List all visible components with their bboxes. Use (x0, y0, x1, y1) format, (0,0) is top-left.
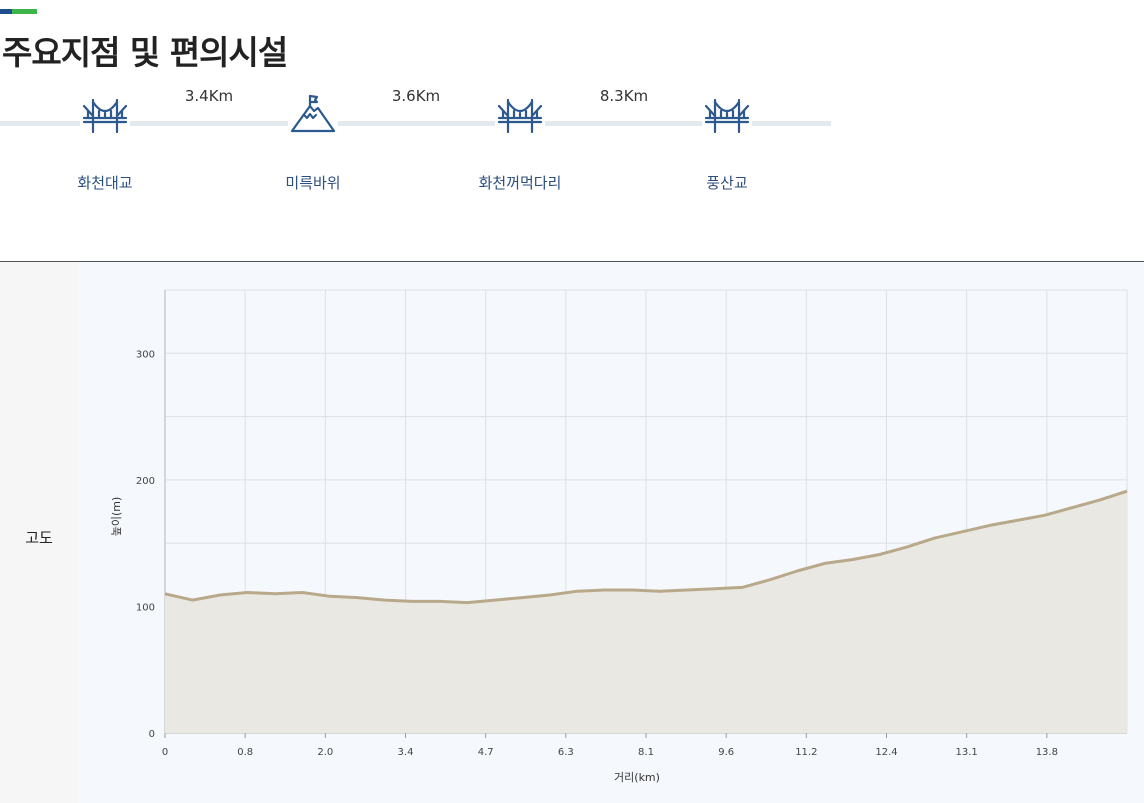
elevation-line (164, 489, 1128, 605)
stop-name-2[interactable]: 미륵바위 (285, 174, 341, 192)
accent-bar-green (12, 9, 37, 14)
y-axis-title: 높이(m) (110, 497, 123, 537)
y-tick-label: 100 (136, 602, 155, 613)
y-tick-label: 300 (136, 349, 155, 360)
bridge-icon-graphic (704, 98, 750, 134)
x-tick-label: 6.3 (558, 747, 574, 758)
x-tick-label: 9.6 (718, 747, 734, 758)
elevation-chart: 0 0.8 2.0 3.4 4.7 6.3 8.1 9.6 11.2 12.4 13.1 13.8 0 1… (110, 289, 1128, 784)
x-axis-title: 거리(km) (614, 771, 660, 784)
bridge-icon-graphic (82, 98, 128, 134)
route-line (0, 121, 831, 126)
x-tick-label: 13.1 (956, 747, 978, 758)
elevation-chart-area: 0 0.8 2.0 3.4 4.7 6.3 8.1 9.6 11.2 12.4 13.1 13.8 0 1… (78, 262, 1144, 803)
bridge-icon (80, 94, 130, 136)
side-panel (0, 262, 78, 803)
x-tick-label: 4.7 (478, 747, 494, 758)
distance-label-1: 3.4Km (184, 87, 234, 105)
section-accent-bar (0, 9, 37, 14)
section-title: 주요지점 및 편의시설 (2, 33, 288, 72)
x-tick-label: 3.4 (398, 747, 414, 758)
x-tick-label: 0.8 (237, 747, 253, 758)
accent-bar-blue (0, 9, 12, 14)
x-tick-label: 12.4 (875, 747, 897, 758)
elevation-area-fill (165, 491, 1127, 733)
x-tick-label: 0 (162, 747, 168, 758)
section-divider (0, 261, 1144, 262)
x-tick-label: 2.0 (317, 747, 333, 758)
x-tick-label: 11.2 (795, 747, 817, 758)
stop-name-4[interactable]: 풍산교 (706, 174, 748, 192)
mountain-flag-icon (288, 94, 338, 136)
distance-label-2: 3.6Km (391, 87, 441, 105)
stop-name-1[interactable]: 화천대교 (77, 174, 133, 192)
mountain-flag-icon-graphic (290, 94, 336, 133)
x-tick-label: 13.8 (1036, 747, 1058, 758)
bridge-icon (495, 94, 545, 136)
y-tick-label: 0 (149, 729, 155, 740)
bridge-icon (702, 94, 752, 136)
x-tick-label: 8.1 (638, 747, 654, 758)
stop-name-3[interactable]: 화천꺼먹다리 (478, 174, 562, 192)
y-tick-label: 200 (136, 476, 155, 487)
elevation-side-label: 고도 (25, 529, 53, 547)
bridge-icon-graphic (497, 98, 543, 134)
distance-label-3: 8.3Km (599, 87, 649, 105)
